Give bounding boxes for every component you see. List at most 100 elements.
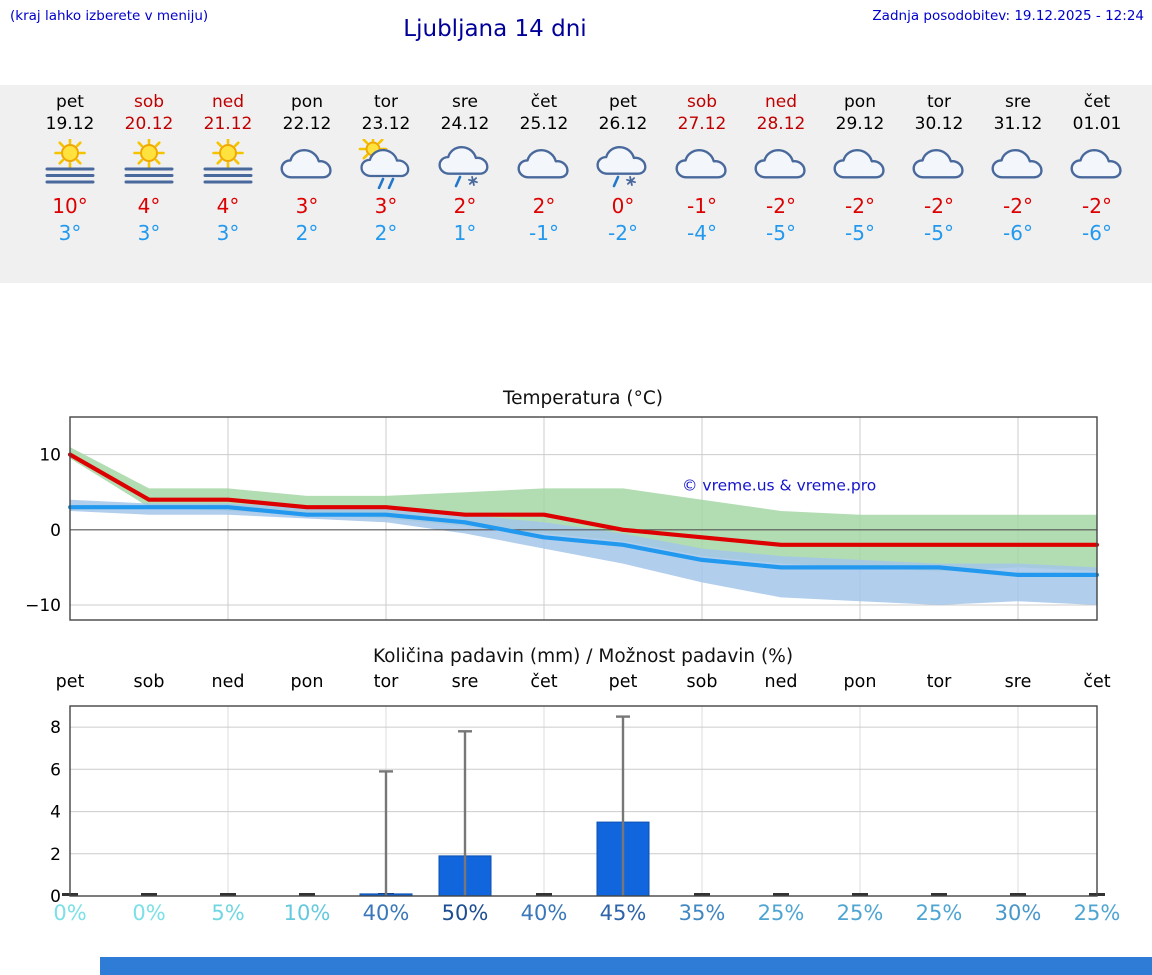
day-name: ned xyxy=(764,92,798,112)
precip-probability-label: 0% xyxy=(53,901,87,925)
precip-day-label: čet xyxy=(530,672,558,692)
precip-probability-label: 40% xyxy=(520,901,568,925)
svg-text:© vreme.us & vreme.pro: © vreme.us & vreme.pro xyxy=(682,477,876,495)
cloud-icon xyxy=(740,139,822,191)
day-date: 31.12 xyxy=(993,114,1043,134)
day-column-28.12: ned 28.12 -2° -5° xyxy=(740,91,822,247)
precip-day-label: sre xyxy=(451,672,479,692)
day-high-temp: 4° xyxy=(137,194,161,218)
sun-fog-icon xyxy=(108,137,190,191)
day-low-temp: -5° xyxy=(766,221,796,245)
precip-probability-label: 0% xyxy=(132,901,166,925)
svg-text:−10: −10 xyxy=(25,596,61,616)
day-low-temp: -5° xyxy=(845,221,875,245)
day-column-23.12: tor 23.12 3° 2° xyxy=(345,91,427,247)
svg-text:8: 8 xyxy=(50,718,61,738)
precip-day-label: pet xyxy=(608,672,638,692)
day-high-temp: -2° xyxy=(1082,194,1112,218)
cloud-icon xyxy=(898,139,980,191)
day-high-temp: 0° xyxy=(611,194,635,218)
cloud-icon xyxy=(819,139,901,191)
sleet-icon xyxy=(582,139,664,191)
day-name: čet xyxy=(530,92,558,112)
svg-text:2: 2 xyxy=(50,845,61,865)
day-high-temp: -2° xyxy=(766,194,796,218)
day-column-20.12: sob 20.12 4° 3° xyxy=(108,91,190,247)
svg-text:0: 0 xyxy=(50,887,61,905)
day-column-01.01: čet 01.01 -2° -6° xyxy=(1056,91,1138,247)
sun-fog-icon xyxy=(29,137,111,191)
day-date: 23.12 xyxy=(361,114,411,134)
precip-probability-label: 25% xyxy=(757,901,805,925)
precip-day-label: ned xyxy=(764,672,798,692)
day-date: 26.12 xyxy=(598,114,648,134)
cloud-icon xyxy=(503,139,585,191)
precipitation-chart: 0 2 4 6 8 xyxy=(50,705,1105,905)
cloud-icon xyxy=(977,139,1059,191)
day-name: ned xyxy=(211,92,245,112)
day-low-temp: 1° xyxy=(453,221,477,245)
precip-day-label: sob xyxy=(133,672,165,692)
temperature-chart: 10 0 −10 © vreme.us & vreme.pro xyxy=(25,416,1100,621)
day-high-temp: 2° xyxy=(532,194,556,218)
precip-probability-label: 25% xyxy=(915,901,963,925)
page-title: Ljubljana 14 dni xyxy=(403,16,587,42)
day-name: pet xyxy=(609,92,637,112)
day-column-27.12: sob 27.12 -1° -4° xyxy=(661,91,743,247)
precip-probability-label: 10% xyxy=(283,901,331,925)
day-name: pon xyxy=(291,92,323,112)
day-date: 22.12 xyxy=(282,114,332,134)
day-low-temp: 3° xyxy=(137,221,161,245)
precip-day-label: tor xyxy=(926,672,952,692)
day-date: 01.01 xyxy=(1072,114,1122,134)
day-name: sob xyxy=(133,92,165,112)
sleet-icon xyxy=(424,139,506,191)
day-low-temp: -6° xyxy=(1082,221,1112,245)
day-date: 25.12 xyxy=(519,114,569,134)
precip-probability-label: 40% xyxy=(362,901,410,925)
precip-probability-label: 50% xyxy=(441,901,489,925)
precip-probability-label: 45% xyxy=(599,901,647,925)
precip-day-label: sob xyxy=(686,672,718,692)
day-date: 20.12 xyxy=(124,114,174,134)
day-low-temp: -5° xyxy=(924,221,954,245)
day-name: tor xyxy=(373,92,399,112)
day-column-25.12: čet 25.12 2° -1° xyxy=(503,91,585,247)
footer-bar xyxy=(100,957,1152,975)
menu-hint: (kraj lahko izberete v meniju) xyxy=(10,8,209,24)
day-date: 28.12 xyxy=(756,114,806,134)
day-high-temp: -2° xyxy=(845,194,875,218)
day-low-temp: 3° xyxy=(58,221,82,245)
day-name: sre xyxy=(1005,92,1031,112)
day-name: čet xyxy=(1083,92,1111,112)
precip-day-labels-row: pet sob ned pon tor sre čet pet sob ned pon tor sre č… xyxy=(0,672,1152,696)
day-date: 27.12 xyxy=(677,114,727,134)
precip-day-label: tor xyxy=(373,672,399,692)
svg-text:0: 0 xyxy=(50,521,61,541)
day-column-31.12: sre 31.12 -2° -6° xyxy=(977,91,1059,247)
day-low-temp: -4° xyxy=(687,221,717,245)
day-name: tor xyxy=(926,92,952,112)
day-date: 29.12 xyxy=(835,114,885,134)
day-name: sre xyxy=(452,92,478,112)
day-high-temp: -1° xyxy=(687,194,717,218)
sun-fog-icon xyxy=(187,137,269,191)
precip-probability-label: 25% xyxy=(836,901,884,925)
day-column-30.12: tor 30.12 -2° -5° xyxy=(898,91,980,247)
day-low-temp: -1° xyxy=(529,221,559,245)
day-date: 19.12 xyxy=(45,114,95,134)
precip-probability-row: 0% 0% 5% 10% 40% 50% 40% 45% 35% 25% 25% 25% 30% 25% xyxy=(0,901,1152,931)
day-low-temp: -2° xyxy=(608,221,638,245)
day-column-21.12: ned 21.12 4° 3° xyxy=(187,91,269,247)
svg-text:10: 10 xyxy=(39,446,61,466)
precip-day-label: ned xyxy=(211,672,245,692)
day-date: 21.12 xyxy=(203,114,253,134)
cloud-icon xyxy=(1056,139,1138,191)
day-column-26.12: pet 26.12 0° -2° xyxy=(582,91,664,247)
svg-text:6: 6 xyxy=(50,760,61,780)
day-low-temp: 2° xyxy=(374,221,398,245)
day-high-temp: 3° xyxy=(295,194,319,218)
day-low-temp: -6° xyxy=(1003,221,1033,245)
day-column-24.12: sre 24.12 2° 1° xyxy=(424,91,506,247)
precip-day-label: sre xyxy=(1004,672,1032,692)
